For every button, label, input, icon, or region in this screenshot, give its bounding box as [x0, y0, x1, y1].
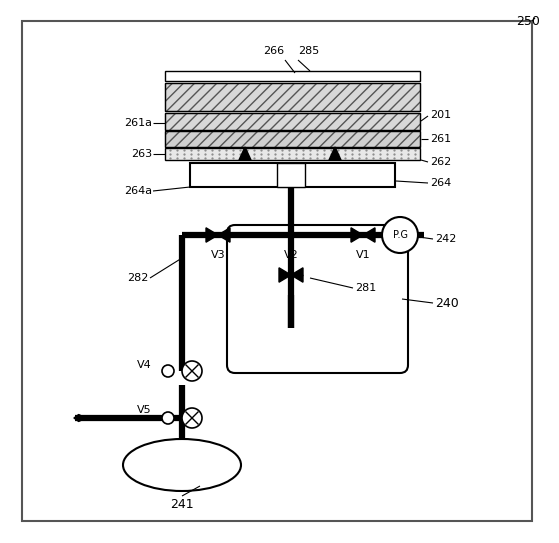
Circle shape [182, 361, 202, 381]
Polygon shape [329, 147, 341, 160]
Text: V1: V1 [356, 250, 370, 260]
Bar [165, 71, 420, 81]
Text: 264a: 264a [124, 186, 152, 196]
Text: 250: 250 [516, 15, 540, 28]
Polygon shape [291, 268, 303, 282]
Text: 261: 261 [430, 134, 451, 144]
Text: 262: 262 [430, 157, 451, 167]
Text: 266: 266 [263, 46, 284, 56]
Circle shape [162, 365, 174, 377]
Bar [277, 163, 305, 187]
Bar [165, 148, 420, 160]
Text: 263: 263 [131, 149, 152, 159]
Bar [165, 113, 420, 130]
Text: 261a: 261a [124, 118, 152, 128]
Polygon shape [239, 147, 251, 160]
Bar [165, 83, 420, 111]
Bar [165, 113, 420, 130]
Text: V5: V5 [138, 405, 152, 415]
Polygon shape [279, 268, 291, 282]
Bar [165, 131, 420, 147]
Circle shape [182, 408, 202, 428]
Bar [165, 83, 420, 111]
Circle shape [162, 412, 174, 424]
Ellipse shape [123, 439, 241, 491]
Bar [190, 163, 395, 187]
Text: 241: 241 [170, 498, 194, 511]
Polygon shape [218, 228, 230, 242]
Text: V2: V2 [283, 250, 299, 260]
Text: 240: 240 [435, 296, 459, 310]
Text: V3: V3 [211, 250, 225, 260]
Polygon shape [363, 228, 375, 242]
Text: P.G: P.G [392, 230, 408, 240]
Polygon shape [206, 228, 218, 242]
Text: V4: V4 [138, 360, 152, 370]
Text: 201: 201 [430, 110, 451, 120]
Polygon shape [351, 228, 363, 242]
Text: 264: 264 [430, 178, 451, 188]
FancyBboxPatch shape [227, 225, 408, 373]
Text: 242: 242 [435, 234, 456, 244]
Text: 282: 282 [127, 273, 148, 283]
Text: 281: 281 [355, 283, 376, 293]
Text: 285: 285 [298, 46, 319, 56]
Bar [165, 131, 420, 147]
Circle shape [382, 217, 418, 253]
